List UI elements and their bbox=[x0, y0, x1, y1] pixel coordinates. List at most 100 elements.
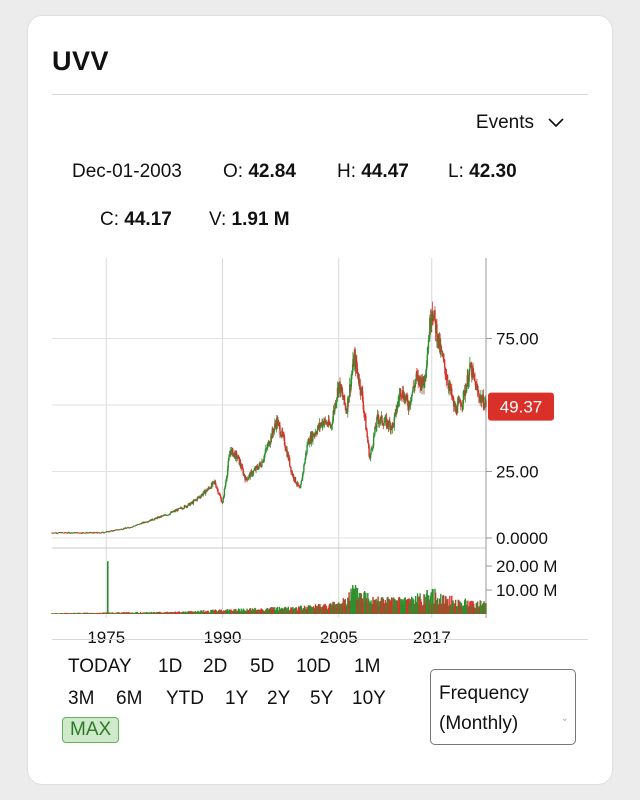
price-candle bbox=[297, 482, 299, 486]
price-candle bbox=[63, 532, 65, 534]
volume-bar bbox=[287, 606, 290, 614]
period-2y[interactable]: 2Y bbox=[267, 688, 291, 709]
price-candle bbox=[374, 426, 376, 435]
period-2d[interactable]: 2D bbox=[203, 656, 228, 677]
volume-bar bbox=[396, 600, 399, 614]
volume-tick-label: 20.00 M bbox=[496, 557, 557, 576]
price-candle bbox=[290, 466, 292, 472]
price-candle bbox=[331, 423, 333, 425]
price-candle bbox=[376, 416, 378, 428]
period-5y[interactable]: 5Y bbox=[310, 688, 334, 709]
price-candle bbox=[484, 403, 486, 408]
divider bbox=[52, 94, 588, 95]
frequency-select[interactable]: Frequency (Monthly) ⌄ bbox=[430, 669, 576, 745]
period-today[interactable]: TODAY bbox=[68, 656, 132, 677]
period-10d[interactable]: 10D bbox=[296, 656, 331, 677]
price-candle bbox=[452, 397, 454, 399]
period-1y[interactable]: 1Y bbox=[225, 688, 249, 709]
volume-bar bbox=[235, 609, 237, 614]
price-candle bbox=[196, 497, 199, 501]
price-candle bbox=[307, 443, 309, 445]
price-candle bbox=[220, 497, 222, 502]
price-chart[interactable]: 75.00 25.00 0.0000 20.00 M 10.00 M 1975 1990 20… bbox=[28, 246, 612, 646]
period-1d[interactable]: 1D bbox=[158, 656, 183, 677]
price-candle bbox=[291, 471, 293, 476]
price-candle bbox=[434, 310, 436, 320]
volume-bar bbox=[179, 611, 181, 614]
price-candle bbox=[169, 513, 171, 515]
price-candle bbox=[420, 378, 423, 389]
price-candle bbox=[112, 530, 114, 532]
volume-spike-bar bbox=[107, 561, 109, 614]
price-candle bbox=[427, 339, 430, 349]
price-candle bbox=[90, 532, 92, 533]
price-candle bbox=[328, 419, 330, 425]
period-3m[interactable]: 3M bbox=[68, 688, 95, 709]
ticker-title: UVV bbox=[52, 46, 110, 76]
price-candle bbox=[335, 402, 337, 407]
price-candle bbox=[406, 394, 408, 400]
price-candle bbox=[379, 421, 381, 422]
price-candle bbox=[391, 423, 394, 430]
price-candle bbox=[242, 469, 244, 475]
price-candle bbox=[341, 390, 343, 393]
events-dropdown[interactable]: Events bbox=[476, 112, 564, 134]
volume-bar bbox=[203, 610, 205, 614]
price-candle bbox=[149, 520, 151, 522]
price-candle bbox=[241, 466, 244, 470]
period-5d[interactable]: 5D bbox=[250, 656, 275, 677]
price-candle bbox=[351, 370, 354, 375]
price-candle bbox=[265, 448, 267, 453]
price-candle bbox=[423, 375, 426, 388]
price-candle bbox=[449, 383, 452, 392]
price-candle bbox=[135, 524, 138, 526]
price-candle bbox=[439, 338, 441, 352]
price-candle bbox=[345, 410, 348, 413]
price-candle bbox=[207, 487, 209, 490]
period-10y[interactable]: 10Y bbox=[352, 688, 386, 709]
price-candle bbox=[302, 471, 304, 474]
price-candle bbox=[250, 471, 252, 478]
price-candle bbox=[236, 453, 238, 459]
price-candle bbox=[441, 350, 443, 356]
price-candle bbox=[476, 386, 479, 392]
volume-bar bbox=[300, 605, 302, 614]
period-max[interactable]: MAX bbox=[62, 717, 120, 743]
price-candle bbox=[148, 521, 150, 522]
price-candle bbox=[314, 434, 316, 436]
price-candle bbox=[353, 353, 355, 367]
price-candle bbox=[359, 379, 361, 390]
period-1m[interactable]: 1M bbox=[354, 656, 381, 677]
price-candle bbox=[298, 485, 300, 487]
price-candle bbox=[398, 400, 400, 402]
price-candle bbox=[243, 473, 246, 477]
price-candle bbox=[341, 392, 344, 398]
price-candle bbox=[412, 386, 415, 388]
period-ytd[interactable]: YTD bbox=[166, 688, 204, 709]
price-candle bbox=[86, 532, 88, 534]
price-candle bbox=[226, 475, 228, 479]
y-tick-label: 25.00 bbox=[496, 463, 539, 482]
volume-bar bbox=[278, 606, 281, 614]
price-candle bbox=[230, 449, 233, 455]
price-candle bbox=[338, 382, 340, 394]
price-candle bbox=[279, 425, 281, 435]
price-candle bbox=[473, 374, 476, 380]
price-candle bbox=[340, 384, 343, 391]
price-candle bbox=[132, 526, 135, 527]
price-candle bbox=[298, 486, 301, 488]
price-candle bbox=[445, 375, 447, 377]
chevron-down-icon bbox=[548, 118, 564, 128]
price-candle bbox=[464, 389, 467, 397]
volume-bar bbox=[442, 594, 445, 614]
period-6m[interactable]: 6M bbox=[116, 688, 143, 709]
price-candle bbox=[193, 500, 195, 502]
volume-spike-bar bbox=[351, 585, 354, 614]
price-candle bbox=[252, 473, 254, 475]
ohlc-open: O: 42.84 bbox=[223, 161, 296, 182]
price-candle bbox=[483, 407, 485, 409]
price-candle bbox=[469, 363, 471, 372]
price-candle bbox=[168, 514, 171, 516]
price-candle bbox=[451, 396, 454, 398]
price-candle bbox=[468, 371, 470, 382]
